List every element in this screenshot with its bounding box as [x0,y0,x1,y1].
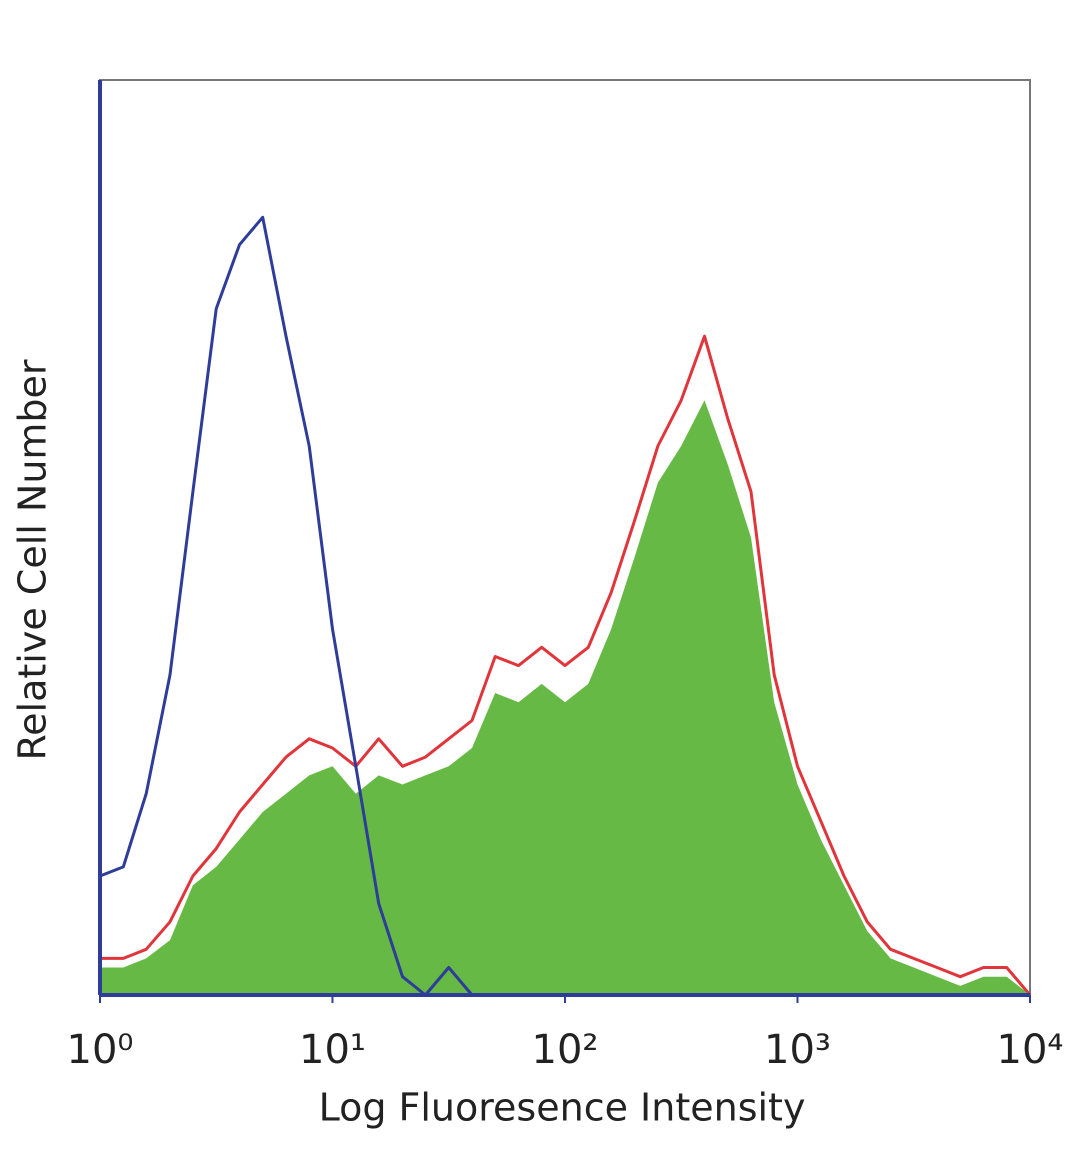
x-axis-label: Log Fluoresence Intensity [319,1086,806,1130]
x-tick-label: 10¹ [299,1027,366,1073]
x-tick-label: 10³ [764,1027,831,1073]
histogram-line [100,334,1032,996]
histogram-area [100,400,1030,995]
x-tick-label: 10⁰ [67,1027,134,1073]
x-tick-label: 10² [532,1027,599,1073]
x-tick-label: 10⁴ [997,1027,1064,1073]
y-axis-label: Relative Cell Number [11,359,55,760]
